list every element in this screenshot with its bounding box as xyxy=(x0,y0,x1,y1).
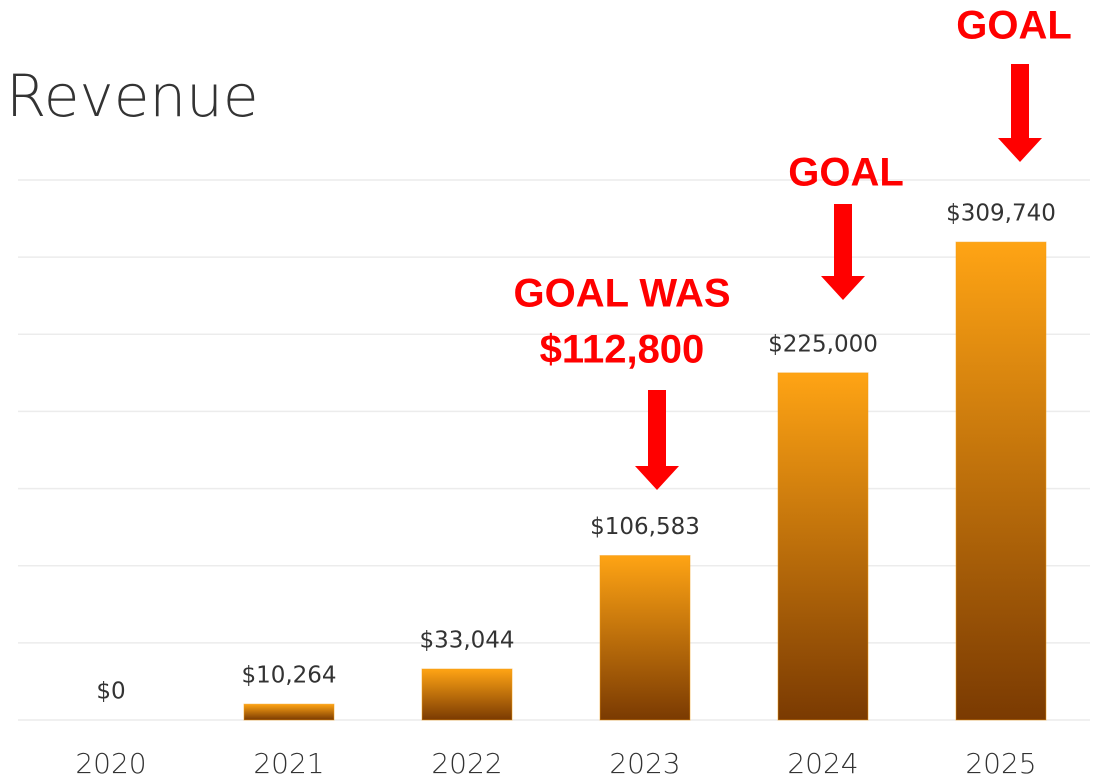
value-label: $0 xyxy=(96,679,125,705)
annotation-text: $112,800 xyxy=(540,328,705,372)
value-label: $309,740 xyxy=(946,201,1056,227)
value-label: $33,044 xyxy=(419,628,514,654)
annotation-text: GOAL xyxy=(788,151,904,195)
annotation-arrow xyxy=(635,390,679,490)
annotation-text: GOAL xyxy=(956,4,1072,48)
annotation-text: GOAL WAS xyxy=(513,272,730,316)
annotation-arrow xyxy=(998,64,1042,162)
x-tick-label: 2024 xyxy=(787,747,858,780)
annotation-arrow xyxy=(821,204,865,300)
bar xyxy=(955,241,1047,721)
x-tick-label: 2020 xyxy=(75,747,146,780)
value-label: $106,583 xyxy=(590,514,700,540)
x-tick-label: 2022 xyxy=(431,747,502,780)
x-tick-label: 2021 xyxy=(253,747,324,780)
value-label: $225,000 xyxy=(768,331,878,357)
bar xyxy=(421,668,513,721)
x-tick-label: 2023 xyxy=(609,747,680,780)
bar xyxy=(777,372,869,721)
bar xyxy=(243,703,335,721)
chart-title: Revenue xyxy=(6,62,259,130)
value-label: $10,264 xyxy=(241,663,336,689)
bar xyxy=(599,555,691,721)
x-tick-label: 2025 xyxy=(965,747,1036,780)
